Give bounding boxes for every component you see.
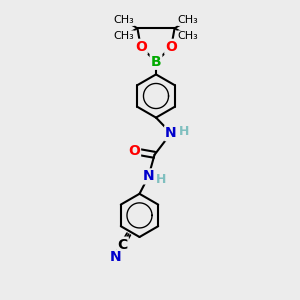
Text: O: O bbox=[135, 40, 147, 54]
Text: B: B bbox=[151, 55, 161, 69]
Text: CH₃: CH₃ bbox=[113, 15, 134, 26]
Text: CH₃: CH₃ bbox=[178, 31, 199, 41]
Text: H: H bbox=[178, 125, 189, 138]
Text: N: N bbox=[110, 250, 121, 265]
Text: O: O bbox=[165, 40, 177, 54]
Text: N: N bbox=[165, 126, 177, 140]
Text: CH₃: CH₃ bbox=[178, 15, 199, 26]
Text: N: N bbox=[143, 169, 154, 183]
Text: O: O bbox=[128, 144, 140, 158]
Text: H: H bbox=[156, 173, 166, 186]
Text: CH₃: CH₃ bbox=[113, 31, 134, 41]
Text: C: C bbox=[118, 238, 128, 252]
